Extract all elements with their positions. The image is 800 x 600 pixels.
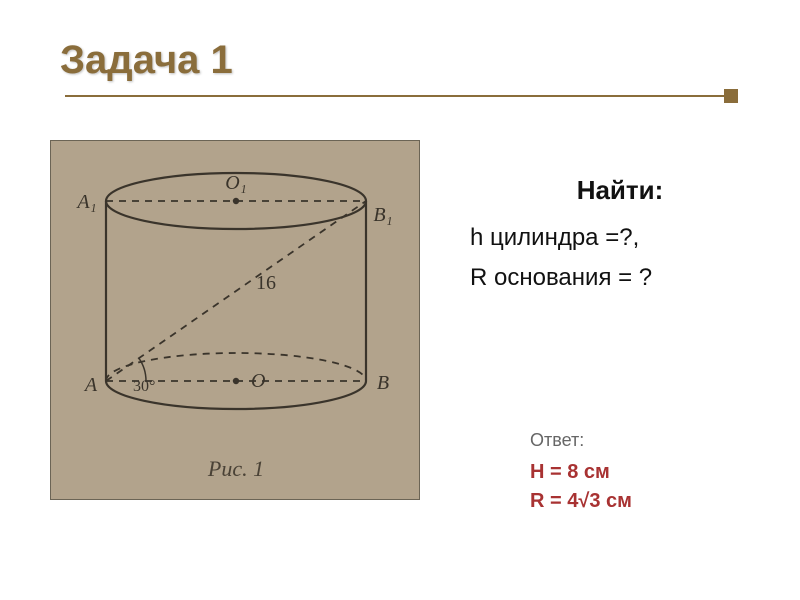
svg-text:O₁: O₁ bbox=[225, 172, 246, 194]
find-line-1: h цилиндра =?, bbox=[470, 224, 770, 252]
divider-cap bbox=[724, 89, 738, 103]
svg-text:Рис. 1: Рис. 1 bbox=[207, 456, 264, 481]
find-block: Найти: h цилиндра =?, R основания = ? bbox=[470, 175, 770, 304]
answer-line-1: H = 8 см bbox=[530, 461, 632, 484]
svg-text:B: B bbox=[377, 372, 389, 394]
answer-block: Ответ: H = 8 см R = 4√3 см bbox=[530, 430, 632, 519]
find-heading: Найти: bbox=[470, 175, 770, 206]
cylinder-figure: O₁ O A₁ B₁ A B 16 30° Рис. 1 bbox=[50, 140, 420, 500]
slide-title: Задача 1 bbox=[60, 38, 233, 83]
svg-text:O: O bbox=[251, 370, 265, 392]
svg-text:A₁: A₁ bbox=[75, 191, 96, 213]
find-line-2: R основания = ? bbox=[470, 264, 770, 292]
divider-line bbox=[65, 95, 735, 97]
svg-text:B₁: B₁ bbox=[373, 204, 392, 226]
answer-heading: Ответ: bbox=[530, 430, 632, 451]
svg-text:30°: 30° bbox=[133, 378, 155, 395]
answer-line-2: R = 4√3 см bbox=[530, 490, 632, 513]
svg-text:16: 16 bbox=[256, 272, 276, 294]
svg-text:A: A bbox=[83, 374, 98, 396]
